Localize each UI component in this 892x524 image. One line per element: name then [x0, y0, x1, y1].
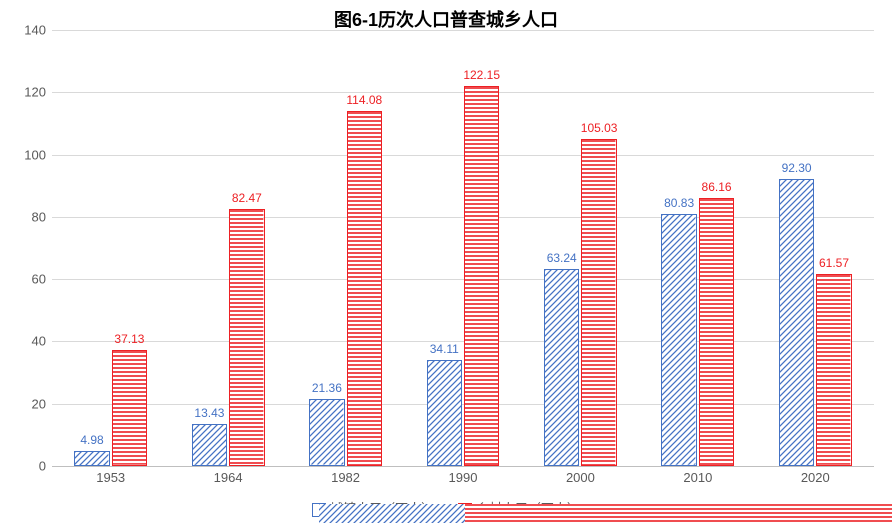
y-tick-label: 100: [0, 147, 46, 162]
chart-title: 图6-1历次人口普查城乡人口: [0, 6, 892, 32]
chart-container: 图6-1历次人口普查城乡人口 0 20 40 60 80 100 120 140 4.9837…: [0, 0, 892, 524]
legend-item-rural: 乡村人口（万人）: [458, 498, 580, 517]
bar-rural: [229, 209, 264, 466]
x-tick-label: 2010: [668, 470, 728, 485]
bar-rural: [581, 139, 616, 466]
bar-urban: [544, 269, 579, 466]
bar-value-label: 61.57: [804, 256, 864, 270]
bar-urban: [779, 179, 814, 466]
bar-rural: [347, 111, 382, 466]
gridline: [52, 30, 874, 31]
x-tick-label: 1990: [433, 470, 493, 485]
bar-value-label: 105.03: [569, 121, 629, 135]
bar-value-label: 82.47: [217, 191, 277, 205]
y-tick-label: 0: [0, 459, 46, 474]
bar-urban: [74, 451, 109, 467]
legend-item-urban: 城镇人口（万人）: [312, 498, 434, 517]
bar-rural: [464, 86, 499, 466]
gridline: [52, 155, 874, 156]
bar-urban: [427, 360, 462, 466]
gridline: [52, 217, 874, 218]
bar-value-label: 122.15: [452, 68, 512, 82]
gridline: [52, 404, 874, 405]
y-tick-label: 60: [0, 272, 46, 287]
bar-rural: [699, 198, 734, 466]
bar-urban: [192, 424, 227, 466]
bar-value-label: 37.13: [99, 332, 159, 346]
plot-area: 4.9837.1313.4382.4721.36114.0834.11122.1…: [52, 30, 874, 467]
gridline: [52, 279, 874, 280]
x-tick-label: 1964: [198, 470, 258, 485]
x-tick-label: 1953: [81, 470, 141, 485]
y-tick-label: 120: [0, 85, 46, 100]
bar-rural: [816, 274, 851, 466]
bar-value-label: 114.08: [334, 93, 394, 107]
bar-value-label: 92.30: [767, 161, 827, 175]
legend: 城镇人口（万人） 乡村人口（万人）: [0, 498, 892, 517]
legend-swatch-urban: [312, 503, 326, 517]
gridline: [52, 92, 874, 93]
y-tick-label: 20: [0, 396, 46, 411]
bar-urban: [309, 399, 344, 466]
bar-value-label: 86.16: [687, 180, 747, 194]
y-tick-label: 80: [0, 209, 46, 224]
bar-urban: [661, 214, 696, 466]
x-tick-label: 1982: [316, 470, 376, 485]
x-tick-label: 2020: [785, 470, 845, 485]
y-tick-label: 140: [0, 23, 46, 38]
x-tick-label: 2000: [550, 470, 610, 485]
bar-rural: [112, 350, 147, 466]
y-tick-label: 40: [0, 334, 46, 349]
